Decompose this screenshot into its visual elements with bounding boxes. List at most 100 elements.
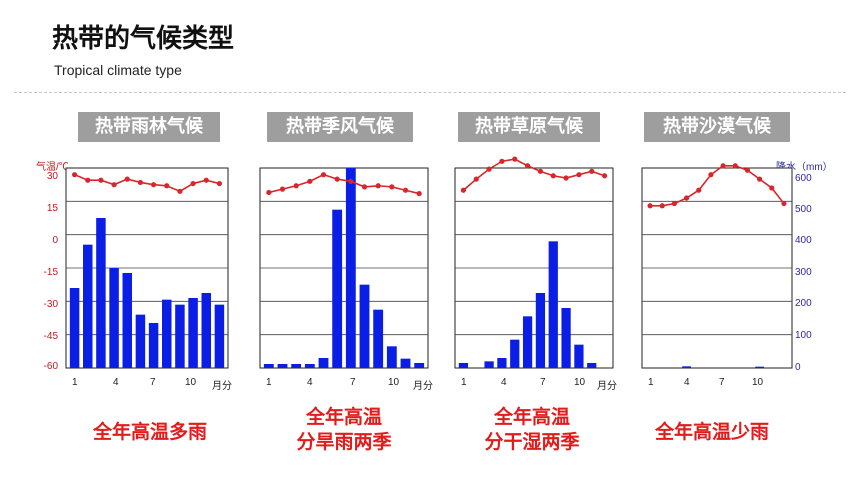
temperature-point: [150, 182, 157, 188]
temperature-point: [320, 172, 327, 178]
caption-savanna: 全年高温 分干湿两季: [452, 405, 612, 455]
x-tick: 7: [540, 377, 546, 388]
precipitation-bar: [535, 293, 546, 368]
temperature-point: [98, 177, 104, 183]
x-tick: 4: [684, 377, 690, 388]
precipitation-bar: [682, 366, 691, 368]
precipitation-bar: [755, 366, 764, 368]
panel-title-desert: 热带沙漠气候: [644, 112, 790, 142]
temperature-tick: -30: [43, 299, 58, 310]
caption-rainforest: 全年高温多雨: [70, 420, 230, 445]
precipitation-bar: [175, 304, 185, 368]
precipitation-bar: [345, 168, 356, 368]
temperature-point: [473, 176, 479, 182]
precipitation-bar: [484, 361, 494, 368]
precipitation-bar: [277, 364, 288, 368]
precipitation-bar: [83, 244, 93, 368]
chart-desert: [641, 163, 793, 369]
x-tick: 1: [266, 377, 272, 388]
temperature-point: [293, 183, 299, 189]
caption-line: 全年高温多雨: [92, 421, 207, 443]
precipitation-bar: [359, 284, 370, 368]
precipitation-bar: [96, 218, 106, 368]
precipitation-bar: [188, 298, 198, 368]
x-unit: 月分: [597, 381, 617, 392]
precipitation-bar: [561, 308, 571, 368]
x-tick: 7: [719, 377, 725, 388]
temperature-point: [361, 184, 368, 190]
temperature-point: [177, 188, 183, 194]
temperature-tick: -45: [43, 331, 58, 342]
temperature-point: [402, 187, 409, 193]
precipitation-bar: [332, 209, 343, 368]
chart-monsoon: [259, 167, 429, 369]
precipitation-bar: [522, 316, 533, 368]
x-tick: 4: [501, 377, 507, 388]
temperature-tick: 30: [46, 171, 58, 182]
precipitation-bar: [548, 241, 558, 368]
temperature-point: [601, 173, 608, 179]
temperature-point: [499, 158, 505, 164]
precipitation-bar: [373, 309, 384, 368]
precipitation-bar: [318, 358, 329, 368]
panel-title-savanna: 热带草原气候: [458, 112, 600, 142]
temperature-point: [216, 180, 223, 187]
caption-line: 全年高温: [493, 406, 570, 428]
precipitation-bar: [400, 358, 411, 368]
temperature-point: [720, 163, 726, 169]
x-unit: 月分: [212, 381, 232, 392]
temperature-point: [266, 189, 272, 196]
caption-line: 分旱雨两季: [296, 431, 392, 453]
precipitation-bar: [201, 293, 211, 368]
precipitation-tick: 200: [795, 298, 812, 309]
precipitation-bar: [574, 344, 584, 368]
temperature-point: [279, 186, 286, 192]
x-tick: 10: [185, 377, 197, 388]
temperature-point: [334, 176, 340, 182]
page-subtitle: Tropical climate type: [54, 62, 182, 78]
precipitation-bar: [109, 268, 119, 368]
temperature-point: [537, 168, 544, 174]
precipitation-bar: [122, 273, 132, 368]
x-tick: 10: [388, 377, 400, 388]
temperature-tick: 15: [46, 203, 58, 214]
temperature-point: [85, 177, 91, 183]
temperature-point: [744, 167, 751, 173]
temperature-point: [124, 176, 130, 182]
temperature-point: [647, 203, 653, 209]
caption-desert: 全年高温少雨: [632, 420, 792, 445]
temperature-point: [348, 178, 354, 184]
temperature-point: [389, 184, 395, 190]
precipitation-bar: [414, 363, 425, 368]
temperature-point: [769, 185, 775, 191]
precipitation-bar: [386, 346, 397, 368]
precipitation-bar: [497, 358, 507, 368]
panel-title-rainforest: 热带雨林气候: [78, 112, 220, 142]
temperature-point: [524, 163, 531, 169]
temperature-point: [164, 183, 170, 189]
temperature-point: [671, 200, 678, 207]
precipitation-bar: [135, 314, 146, 368]
temperature-point: [203, 177, 209, 183]
precipitation-bar: [148, 323, 159, 368]
precipitation-tick: 0: [795, 362, 801, 373]
precipitation-tick: 600: [795, 173, 812, 184]
x-tick: 1: [648, 377, 654, 388]
x-tick: 4: [113, 377, 119, 388]
caption-line: 全年高温: [305, 406, 382, 428]
temperature-point: [486, 166, 492, 172]
x-unit: 月分: [413, 381, 433, 392]
temperature-point: [111, 182, 117, 188]
caption-monsoon: 全年高温 分旱雨两季: [264, 405, 424, 455]
caption-line: 全年高温少雨: [654, 421, 769, 443]
temperature-point: [550, 173, 556, 179]
temperature-tick: -60: [43, 361, 58, 372]
temperature-point: [708, 172, 714, 178]
temperature-point: [732, 163, 738, 169]
temperature-point: [696, 187, 702, 193]
temperature-point: [137, 179, 144, 186]
x-tick: 10: [752, 377, 764, 388]
precipitation-bar: [458, 363, 469, 368]
temperature-point: [563, 175, 569, 181]
x-tick: 10: [574, 377, 586, 388]
